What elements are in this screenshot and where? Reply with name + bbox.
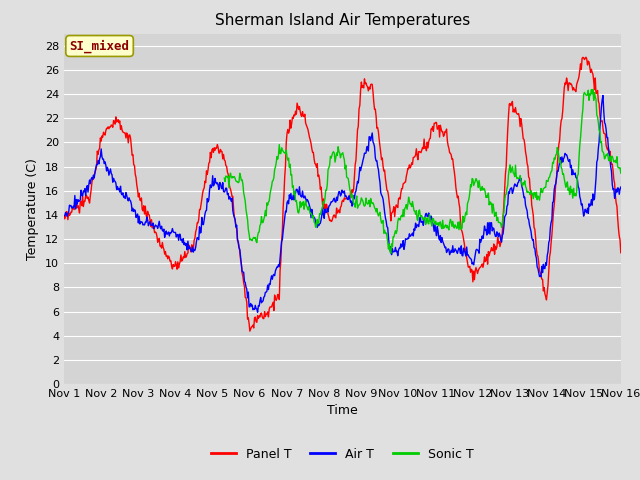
Air T bbox=[411, 228, 419, 233]
Y-axis label: Temperature (C): Temperature (C) bbox=[26, 158, 39, 260]
Panel T bbox=[127, 144, 135, 150]
Air T bbox=[254, 309, 262, 315]
Air T bbox=[599, 93, 607, 98]
X-axis label: Time: Time bbox=[327, 405, 358, 418]
Panel T bbox=[617, 250, 625, 256]
Line: Air T: Air T bbox=[64, 96, 621, 312]
Text: SI_mixed: SI_mixed bbox=[70, 39, 129, 53]
Panel T bbox=[411, 154, 419, 159]
Air T bbox=[428, 213, 435, 219]
Line: Sonic T: Sonic T bbox=[224, 90, 621, 253]
Title: Sherman Island Air Temperatures: Sherman Island Air Temperatures bbox=[215, 13, 470, 28]
Air T bbox=[60, 213, 68, 219]
Panel T bbox=[428, 126, 435, 132]
Sonic T bbox=[387, 251, 395, 256]
Sonic T bbox=[227, 174, 235, 180]
Air T bbox=[214, 180, 221, 186]
Air T bbox=[127, 201, 135, 207]
Panel T bbox=[246, 328, 253, 334]
Sonic T bbox=[467, 182, 474, 188]
Panel T bbox=[184, 250, 192, 256]
Line: Panel T: Panel T bbox=[64, 57, 621, 331]
Air T bbox=[617, 184, 625, 190]
Air T bbox=[70, 204, 78, 210]
Sonic T bbox=[220, 175, 228, 181]
Panel T bbox=[214, 142, 221, 147]
Sonic T bbox=[614, 164, 621, 170]
Legend: Panel T, Air T, Sonic T: Panel T, Air T, Sonic T bbox=[206, 443, 479, 466]
Panel T bbox=[582, 54, 590, 60]
Air T bbox=[184, 239, 192, 244]
Sonic T bbox=[589, 87, 596, 93]
Sonic T bbox=[617, 170, 625, 176]
Sonic T bbox=[273, 154, 281, 159]
Panel T bbox=[60, 213, 68, 218]
Sonic T bbox=[302, 198, 310, 204]
Sonic T bbox=[292, 198, 300, 204]
Panel T bbox=[70, 207, 78, 213]
